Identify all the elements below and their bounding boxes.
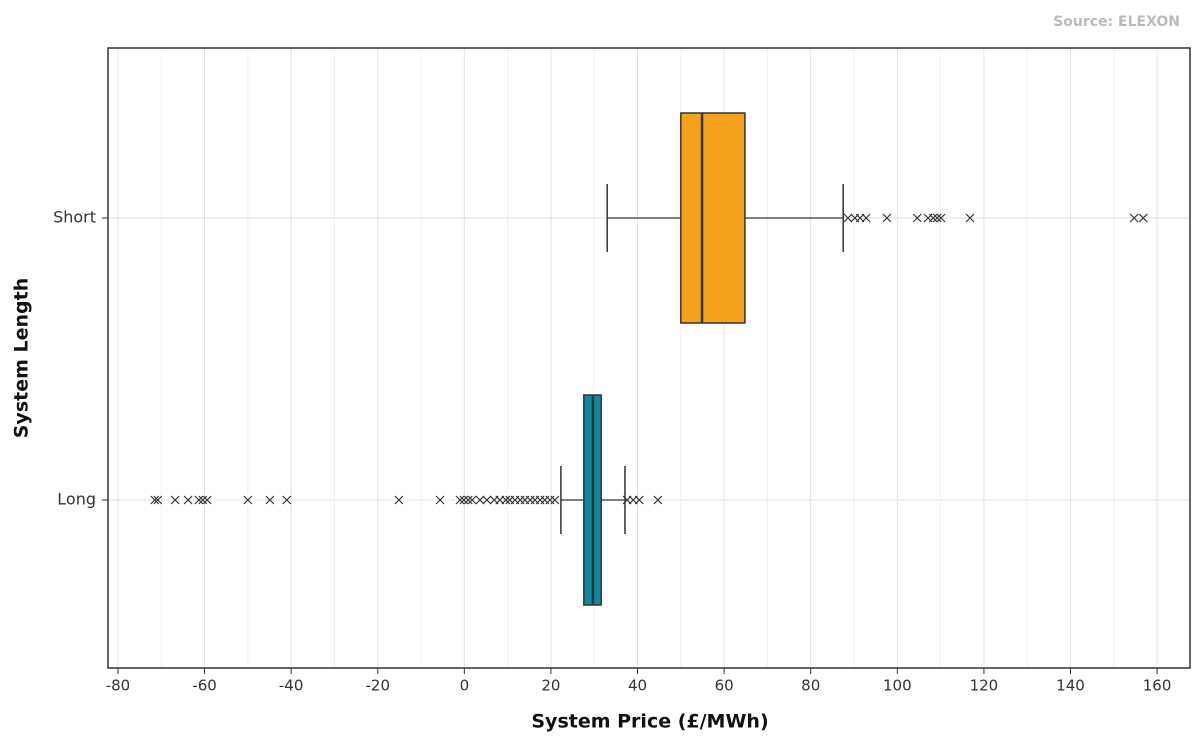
outlier bbox=[882, 213, 892, 223]
outlier bbox=[1129, 213, 1139, 223]
x-tick-label: 120 bbox=[970, 677, 999, 695]
x-tick-label: 0 bbox=[460, 677, 470, 695]
outlier bbox=[394, 495, 404, 505]
plot-frame bbox=[107, 47, 1191, 669]
source-note: Source: ELEXON bbox=[1053, 14, 1180, 30]
outlier bbox=[194, 495, 204, 505]
outlier bbox=[965, 213, 975, 223]
outlier bbox=[928, 213, 938, 223]
outlier bbox=[170, 495, 180, 505]
outlier bbox=[475, 495, 485, 505]
x-tick-label: 160 bbox=[1143, 677, 1172, 695]
x-tick-label: 20 bbox=[541, 677, 560, 695]
outlier bbox=[282, 495, 292, 505]
y-tick-label: Long bbox=[57, 490, 96, 509]
outlier bbox=[435, 495, 445, 505]
outlier bbox=[1138, 213, 1148, 223]
outlier bbox=[501, 495, 511, 505]
outlier bbox=[843, 213, 853, 223]
box bbox=[680, 112, 746, 324]
outlier bbox=[202, 495, 212, 505]
x-axis-label: System Price (£/MWh) bbox=[531, 711, 768, 733]
outlier bbox=[459, 495, 469, 505]
x-tick-label: 140 bbox=[1056, 677, 1085, 695]
x-tick-label: -20 bbox=[365, 677, 390, 695]
x-tick-label: 40 bbox=[628, 677, 647, 695]
outlier bbox=[550, 495, 560, 505]
outlier bbox=[912, 213, 922, 223]
outlier bbox=[265, 495, 275, 505]
outlier bbox=[936, 213, 946, 223]
outlier bbox=[153, 495, 163, 505]
outlier bbox=[150, 495, 160, 505]
outlier bbox=[932, 213, 942, 223]
outlier bbox=[243, 495, 253, 505]
outlier bbox=[482, 495, 492, 505]
outlier bbox=[463, 495, 473, 505]
outlier bbox=[467, 495, 477, 505]
x-tick-label: 60 bbox=[715, 677, 734, 695]
outlier bbox=[183, 495, 193, 505]
outlier bbox=[455, 495, 465, 505]
x-tick-label: -40 bbox=[279, 677, 304, 695]
y-tick-label: Short bbox=[53, 208, 96, 227]
outlier bbox=[861, 213, 871, 223]
outlier bbox=[653, 495, 663, 505]
outlier bbox=[198, 495, 208, 505]
x-tick-label: 100 bbox=[883, 677, 912, 695]
x-tick-label: -80 bbox=[106, 677, 131, 695]
x-tick-label: 80 bbox=[801, 677, 820, 695]
y-axis-label: System Length bbox=[11, 278, 33, 439]
x-tick-label: -60 bbox=[192, 677, 217, 695]
outlier bbox=[634, 495, 644, 505]
